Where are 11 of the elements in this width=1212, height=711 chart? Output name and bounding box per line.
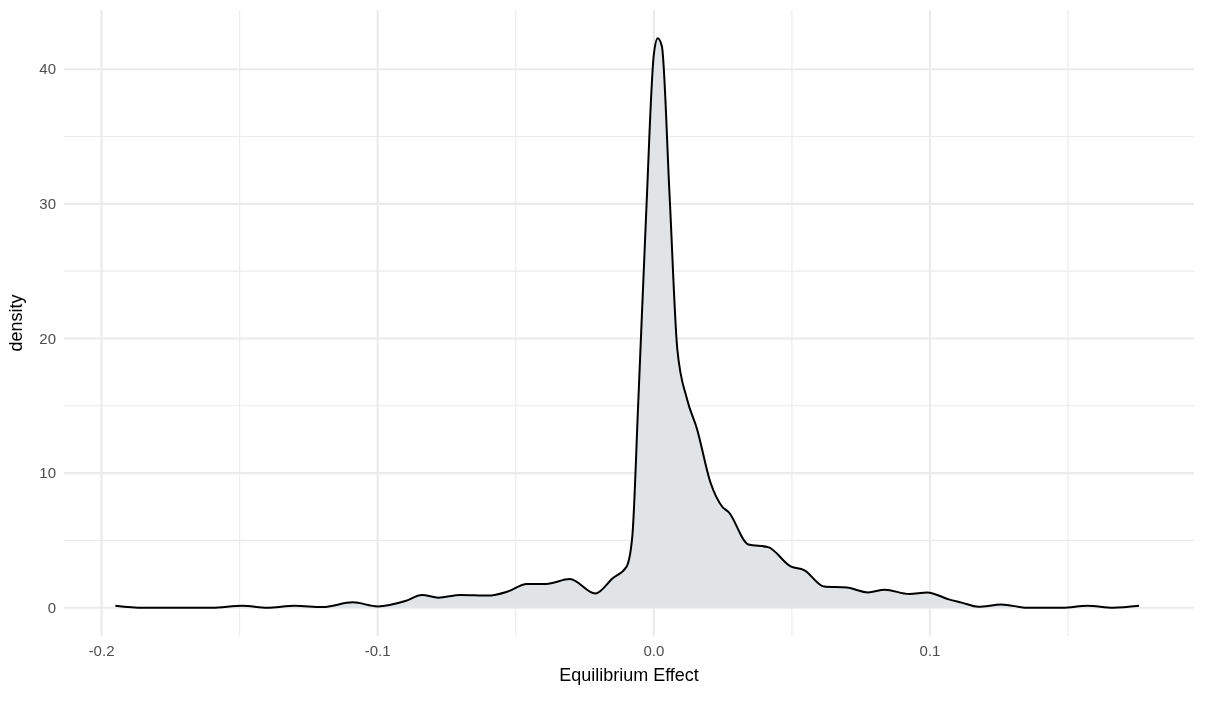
x-tick-label: 0.1: [919, 642, 941, 659]
x-axis-title: Equilibrium Effect: [559, 665, 699, 685]
y-tick-label: 40: [39, 60, 56, 78]
x-tick-label: -0.1: [364, 642, 391, 659]
x-tick-label: 0.0: [643, 642, 665, 659]
y-axis-title: density: [6, 294, 26, 352]
y-tick-label: 20: [39, 329, 56, 347]
y-tick-label: 0: [47, 598, 56, 616]
y-tick-label: 30: [39, 195, 56, 213]
x-tick-label: -0.2: [88, 642, 115, 659]
y-tick-label: 10: [39, 464, 56, 482]
